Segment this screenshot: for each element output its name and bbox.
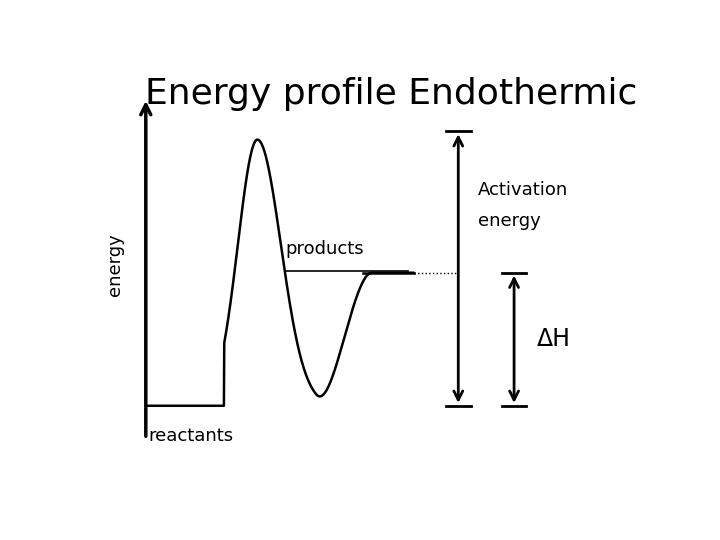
- Text: reactants: reactants: [148, 427, 233, 444]
- Text: Activation: Activation: [478, 180, 568, 199]
- Text: energy: energy: [478, 212, 541, 230]
- Text: energy: energy: [106, 233, 124, 296]
- Text: products: products: [285, 240, 364, 258]
- Text: Energy profile Endothermic: Energy profile Endothermic: [145, 77, 637, 111]
- Text: ΔH: ΔH: [536, 327, 570, 351]
